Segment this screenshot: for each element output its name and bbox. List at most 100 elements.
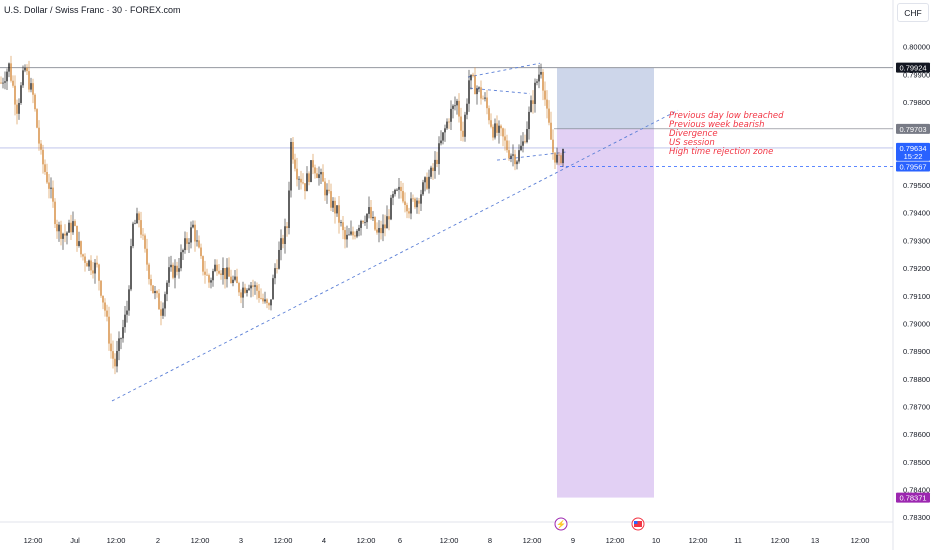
candle-body (198, 240, 200, 248)
candle-body (516, 161, 518, 165)
candle-body (280, 238, 282, 250)
candle-body (338, 205, 340, 223)
candle-body (92, 270, 94, 274)
candle-body (94, 262, 96, 274)
candle-body (538, 74, 540, 82)
candle-body (544, 90, 546, 100)
price-label-text: 0.79567 (899, 162, 926, 171)
price-tick-label: 0.78900 (903, 347, 930, 356)
candle-body (12, 80, 14, 86)
time-tick-label: 12:00 (274, 536, 293, 545)
candle-body (34, 94, 36, 110)
annotation-line-3: Divergence (669, 129, 718, 139)
candle-body (38, 127, 40, 144)
candle-body (416, 200, 418, 208)
candle-body (10, 63, 12, 81)
candle-body (264, 299, 266, 302)
candle-body (300, 178, 302, 183)
candle-body (102, 295, 104, 303)
candle-body (496, 123, 498, 133)
candle-body (374, 216, 376, 230)
candle-body (362, 220, 364, 223)
channel-mid-line (469, 87, 531, 95)
annotation-line-2: Previous week bearish (669, 120, 765, 130)
lightning-event-icon (554, 517, 568, 531)
candle-body (512, 154, 514, 156)
candle-body (432, 167, 434, 172)
candle-body (168, 267, 170, 283)
candle-body (406, 204, 408, 212)
candle-body (500, 125, 502, 129)
candle-body (440, 140, 442, 144)
candle-body (234, 276, 236, 280)
time-tick-label: 12:00 (851, 536, 870, 545)
candle-body (410, 198, 412, 214)
candle-body (522, 141, 524, 146)
candle-body (276, 268, 278, 269)
time-tick-label: 12:00 (771, 536, 790, 545)
candle-body (562, 148, 564, 164)
candle-body (162, 308, 164, 316)
candle-body (332, 200, 334, 208)
candle-body (96, 262, 98, 265)
candle-body (150, 279, 152, 286)
candle-body (456, 100, 458, 106)
candle-body (256, 285, 258, 291)
candle-body (60, 224, 62, 239)
price-tick-label: 0.78600 (903, 430, 930, 439)
candle-body (114, 358, 116, 367)
candle-body (394, 189, 396, 195)
candle-body (462, 130, 464, 137)
candle-body (310, 160, 312, 182)
candle-body (392, 194, 394, 198)
candle-body (8, 63, 10, 72)
candle-body (238, 283, 240, 293)
time-tick-label: 10 (652, 536, 660, 545)
price-label-badge: 0.79567 (896, 161, 930, 172)
candle-body (458, 100, 460, 117)
candle-body (66, 232, 68, 236)
currency-selector[interactable]: CHF (897, 3, 929, 22)
candle-body (368, 207, 370, 214)
candle-body (148, 264, 150, 280)
candle-body (306, 173, 308, 192)
candle-body (414, 198, 416, 208)
candle-body (184, 238, 186, 251)
candle-body (230, 276, 232, 284)
candle-body (506, 140, 508, 151)
candle-body (404, 201, 406, 205)
price-label-bg (896, 492, 930, 503)
price-tick-label: 0.79300 (903, 236, 930, 245)
candle-body (350, 231, 352, 235)
candle-body (464, 114, 466, 137)
price-tick-label: 0.79100 (903, 292, 930, 301)
candle-body (220, 273, 222, 275)
candle-body (266, 299, 268, 304)
candle-body (64, 233, 66, 236)
candle-body (136, 213, 138, 224)
candle-body (450, 108, 452, 122)
candle-body (530, 100, 532, 112)
candle-body (180, 252, 182, 269)
candle-body (430, 167, 432, 177)
candle-body (322, 172, 324, 182)
candle-body (324, 181, 326, 196)
candle-body (132, 223, 134, 247)
candle-body (250, 285, 252, 289)
price-label-text: 0.78371 (899, 494, 926, 503)
time-tick-label: 12:00 (357, 536, 376, 545)
candle-body (422, 182, 424, 195)
symbol-title[interactable]: U.S. Dollar / Swiss Franc · 30 · FOREX.c… (4, 5, 181, 15)
candle-body (520, 145, 522, 151)
candle-body (320, 172, 322, 175)
candle-body (336, 205, 338, 214)
candle-body (46, 172, 48, 183)
candle-body (178, 268, 180, 272)
candle-body (556, 154, 558, 163)
price-tick-label: 0.79500 (903, 181, 930, 190)
candle-body (216, 264, 218, 271)
candle-body (196, 240, 198, 242)
candle-body (236, 276, 238, 284)
